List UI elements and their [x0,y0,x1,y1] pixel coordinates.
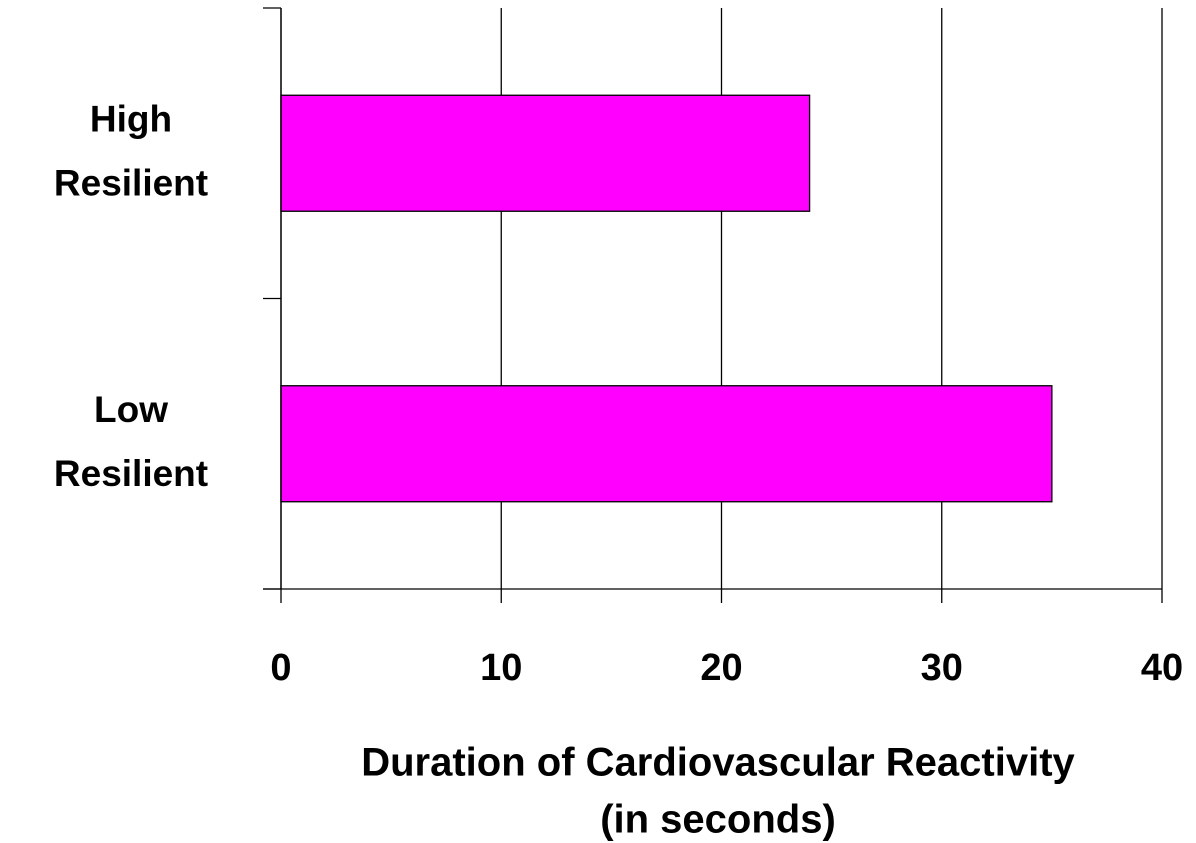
x-tick-label: 20 [700,647,742,689]
x-tick-label: 0 [270,647,291,689]
x-axis-title: (in seconds) [600,798,836,842]
bar [280,94,811,212]
x-tick-label: 30 [921,647,963,689]
x-tick-label: 10 [480,647,522,689]
y-tick-label: Low Resilient [54,389,208,494]
y-tick-label: High Resilient [54,98,208,203]
bar [280,385,1053,503]
x-tick-label: 40 [1141,647,1183,689]
x-axis-title: Duration of Cardiovascular Reactivity [361,741,1075,785]
